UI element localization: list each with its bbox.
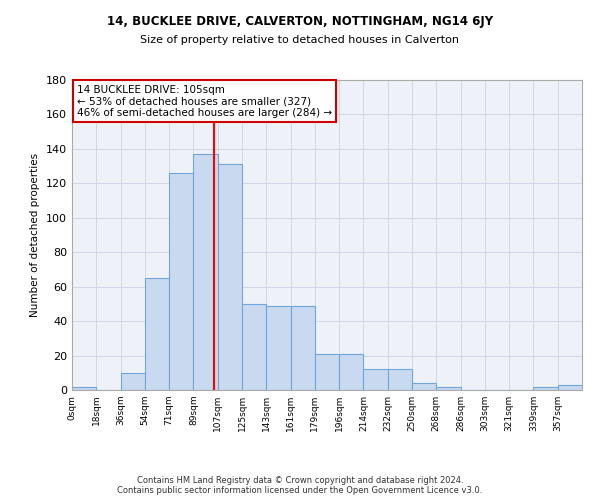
Bar — [388, 370, 412, 390]
Bar — [315, 354, 339, 390]
Bar — [193, 154, 218, 390]
Bar — [266, 306, 290, 390]
Bar — [242, 304, 266, 390]
Bar — [169, 173, 193, 390]
Bar — [290, 306, 315, 390]
Text: Size of property relative to detached houses in Calverton: Size of property relative to detached ho… — [140, 35, 460, 45]
Y-axis label: Number of detached properties: Number of detached properties — [31, 153, 40, 317]
Bar — [412, 383, 436, 390]
Bar — [72, 386, 96, 390]
Bar — [558, 385, 582, 390]
Text: 14, BUCKLEE DRIVE, CALVERTON, NOTTINGHAM, NG14 6JY: 14, BUCKLEE DRIVE, CALVERTON, NOTTINGHAM… — [107, 15, 493, 28]
Bar — [218, 164, 242, 390]
Bar — [339, 354, 364, 390]
Bar — [364, 370, 388, 390]
Bar — [533, 386, 558, 390]
Text: 14 BUCKLEE DRIVE: 105sqm
← 53% of detached houses are smaller (327)
46% of semi-: 14 BUCKLEE DRIVE: 105sqm ← 53% of detach… — [77, 84, 332, 118]
Text: Contains HM Land Registry data © Crown copyright and database right 2024.
Contai: Contains HM Land Registry data © Crown c… — [118, 476, 482, 495]
Bar — [145, 278, 169, 390]
Bar — [436, 386, 461, 390]
Bar — [121, 373, 145, 390]
